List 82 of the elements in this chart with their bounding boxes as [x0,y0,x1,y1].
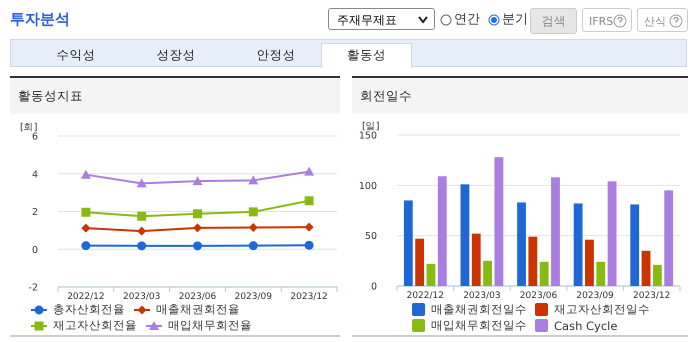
x-tick-label: 2022/12 [67,292,105,302]
point [304,196,314,206]
point [193,209,202,218]
x-tick-label: 2023/03 [123,292,160,302]
x-tick-label: 2022/12 [406,291,444,301]
chart-title: 회전일수 [360,88,412,105]
point [193,241,202,250]
text: 안정성 [256,46,296,64]
y-tick-label: 150 [358,130,377,142]
y-tick-label: 2 [32,207,38,218]
bar [630,204,640,286]
bar [642,250,650,286]
bar [596,262,606,286]
legend-label: 매출채권회전율 [156,302,240,317]
y-tick-label: 100 [358,180,377,192]
point [193,223,202,232]
text: 활동성 [321,43,412,68]
y-axis-title: [회] [20,122,38,133]
bar [585,240,594,286]
point [304,222,314,232]
bar [652,264,662,286]
point [304,240,314,250]
chart-title: 활동성지표 [18,88,83,105]
point [304,166,314,176]
point [248,241,258,250]
bar [483,260,492,286]
text: 성장성 [156,46,196,64]
x-tick-label: 2023/09 [234,292,272,302]
x-tick-label: 2023/12 [633,291,670,301]
x-tick-label: 2023/03 [463,291,501,301]
y-tick-label: 50 [364,231,377,242]
text: 검색 [530,8,577,34]
point [248,207,258,216]
text: IFRS [589,15,614,28]
bar [426,264,436,286]
point [137,212,146,221]
text: 산식 [644,15,666,28]
text: 분기 [502,11,528,28]
y-axis-title: [일] [362,121,380,132]
legend-label: 재고자산회전일수 [554,302,650,317]
y-tick-label: -2 [28,282,38,294]
point [81,224,90,233]
point [192,176,202,186]
point [80,170,91,179]
legend-label: 재고자산회전율 [53,318,137,333]
text: 연간 [454,11,480,28]
text: 수익성 [56,46,96,64]
bar [494,157,504,286]
bar [664,190,674,286]
y-tick-label: 4 [32,169,38,180]
text: 투자분석 [10,10,70,29]
point [81,208,90,217]
bar [404,200,413,286]
point [81,241,90,250]
y-tick-label: 0 [32,244,38,256]
legend-label: 매입채무회전율 [168,318,252,333]
bar [574,203,583,286]
bar [460,184,470,286]
point [248,223,258,232]
y-tick-label: 6 [32,132,38,142]
bar [517,202,526,286]
point [137,226,146,236]
bar [438,176,447,286]
x-tick-label: 2023/06 [178,292,216,302]
x-tick-label: 2023/12 [290,292,328,302]
legend-label: 매출채권회전일수 [431,302,527,317]
bar [415,238,424,286]
text: 주재무제표 [337,13,397,27]
point [136,178,147,188]
legend-label: Cash Cycle [554,318,618,332]
bar [540,262,549,286]
x-tick-label: 2023/06 [520,291,558,301]
y-tick-label: 0 [370,282,377,292]
legend-label: 매입채무회전일수 [431,318,527,333]
x-tick-label: 2023/09 [576,291,614,301]
bar [528,236,538,286]
point [248,175,258,184]
bar [551,177,560,286]
bar [472,234,481,286]
bar [608,181,616,286]
legend-label: 총자산회전율 [53,302,125,317]
point [137,241,146,250]
